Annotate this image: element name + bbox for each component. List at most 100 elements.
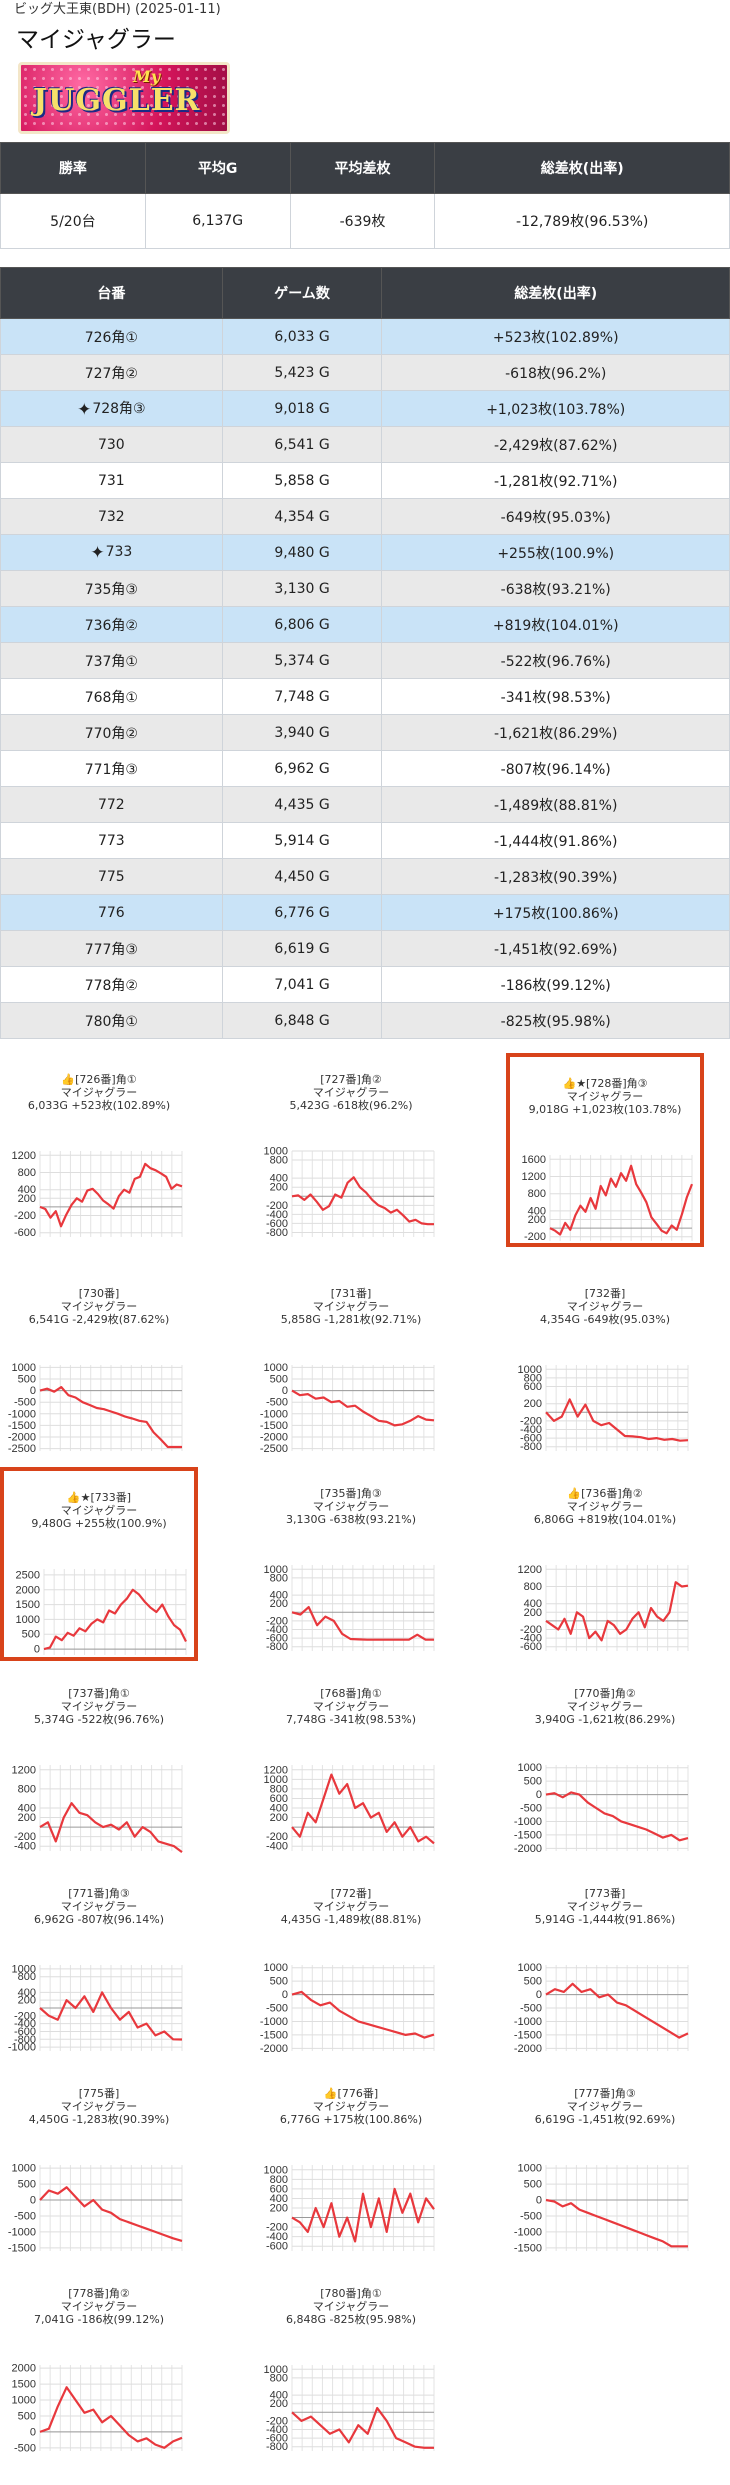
- series-line: [549, 1164, 694, 1236]
- machine-diff: -825枚(95.98%): [381, 1002, 730, 1039]
- table-row: 777角③ 6,619 G -1,451枚(92.69%): [0, 930, 730, 967]
- y-tick-label: 200: [270, 1812, 288, 1824]
- y-tick-label: -600: [520, 1641, 542, 1653]
- y-tick-label: 500: [524, 1776, 542, 1788]
- machine-number-label: 780角①: [84, 1013, 138, 1030]
- y-tick-label: 400: [528, 1205, 546, 1217]
- machine-diff: -1,451枚(92.69%): [381, 930, 730, 967]
- y-tick-label: 400: [270, 2390, 288, 2402]
- page-title: マイジャグラー: [16, 27, 176, 53]
- y-tick-label: -1000: [8, 2226, 36, 2238]
- machine-diff: -2,429枚(87.62%): [381, 426, 730, 463]
- y-tick-label: 1200: [12, 1764, 36, 1776]
- machine-games: 7,041 G: [221, 966, 383, 1003]
- y-tick-label: -600: [266, 1218, 288, 1230]
- machine-games: 6,806 G: [221, 606, 383, 643]
- machine-number: 727角②: [0, 354, 223, 391]
- chart-subtitle: マイジャグラー: [566, 1900, 644, 1913]
- y-tick-label: 400: [18, 1184, 36, 1196]
- machine-number-label: 771角③: [84, 761, 138, 778]
- y-tick-label: -400: [266, 1209, 288, 1221]
- y-tick-label: 600: [270, 1793, 288, 1805]
- machine-games: 6,848 G: [221, 1002, 383, 1039]
- y-tick-label: 200: [270, 1598, 288, 1610]
- y-tick-label: -200: [14, 1831, 36, 1843]
- y-tick-label: -2500: [8, 1443, 36, 1455]
- chart-title: 👍[736番]角②: [567, 1487, 643, 1500]
- machine-number-label: 730: [97, 436, 125, 453]
- y-tick-label: -500: [14, 1397, 36, 1409]
- y-tick-label: 800: [270, 1155, 288, 1167]
- sparkle-icon: ✦: [90, 542, 105, 563]
- machine-number: 780角①: [0, 1002, 223, 1039]
- y-tick-label: 0: [282, 1989, 288, 2001]
- y-tick-label: 400: [524, 1598, 542, 1610]
- y-tick-label: 2000: [16, 1584, 40, 1596]
- series-line: [545, 1398, 689, 1442]
- chart-title: 👍★[728番]角③: [562, 1077, 648, 1090]
- chart-subtitle: マイジャグラー: [60, 1900, 138, 1913]
- machine-diff: -1,621枚(86.29%): [381, 714, 730, 751]
- machine-number: 773: [0, 822, 223, 859]
- machine-chart-card: 👍[726番]角① マイジャグラー 6,033G +523枚(102.89%) 120…: [0, 1053, 198, 1247]
- y-tick-label: 200: [270, 2203, 288, 2215]
- machine-table: 台番 ゲーム数 総差枚(出率) 726角① 6,033 G +523枚(102.89…: [0, 267, 730, 1039]
- machine-number: 731: [0, 462, 223, 499]
- machine-number-label: 778角②: [84, 977, 138, 994]
- summary-table: 勝率 平均G 平均差枚 総差枚(出率) 5/20台 6,137G -639枚 -…: [0, 142, 730, 249]
- y-tick-label: 1500: [16, 1599, 40, 1611]
- y-tick-label: -500: [520, 1803, 542, 1815]
- machine-number-label: 770角②: [84, 725, 138, 742]
- y-tick-label: -2000: [260, 2043, 288, 2055]
- chart-stats: 5,374G -522枚(96.76%): [33, 1713, 164, 1726]
- y-tick-label: 1200: [522, 1171, 546, 1183]
- chart-title: [772番]: [330, 1887, 372, 1900]
- series-line: [545, 1791, 689, 1842]
- y-tick-label: 500: [18, 2410, 36, 2422]
- y-tick-label: -2000: [260, 1432, 288, 1444]
- machine-diff: +523枚(102.89%): [381, 318, 730, 355]
- y-tick-label: -1500: [260, 2029, 288, 2041]
- series-line: [39, 2186, 183, 2242]
- y-tick-label: 600: [524, 1381, 542, 1393]
- table-row: 772 4,435 G -1,489枚(88.81%): [0, 786, 730, 823]
- y-tick-label: -800: [266, 2441, 288, 2453]
- y-tick-label: -200: [266, 1200, 288, 1212]
- chart-title: [731番]: [330, 1287, 372, 1300]
- y-tick-label: 1000: [264, 1147, 288, 1158]
- series-line: [39, 1162, 183, 1228]
- machine-number-label: 736角②: [84, 617, 138, 634]
- y-tick-label: 500: [270, 1373, 288, 1385]
- y-tick-label: 1000: [264, 1962, 288, 1974]
- y-tick-label: -1500: [8, 2242, 36, 2254]
- y-tick-label: -2000: [514, 2043, 542, 2055]
- y-tick-label: 1000: [12, 1963, 36, 1975]
- chart-subtitle: マイジャグラー: [566, 1500, 644, 1513]
- y-tick-label: 800: [18, 1971, 36, 1983]
- machine-number: 778角②: [0, 966, 223, 1003]
- machine-diff: -638枚(93.21%): [381, 570, 730, 607]
- summary-header-winrate: 勝率: [0, 142, 146, 194]
- machine-chart-card: [732番] マイジャグラー 4,354G -649枚(95.03%) 1000 800…: [506, 1267, 704, 1461]
- y-tick-label: 400: [18, 1987, 36, 1999]
- y-tick-label: 1200: [264, 1764, 288, 1776]
- summary-header-total-diff: 総差枚(出率): [434, 142, 730, 194]
- machine-diff: -186枚(99.12%): [381, 966, 730, 1003]
- machine-games: 5,858 G: [221, 462, 383, 499]
- table-row: ✦733 9,480 G +255枚(100.9%): [0, 534, 730, 571]
- y-tick-label: -1500: [260, 1420, 288, 1432]
- table-row: 776 6,776 G +175枚(100.86%): [0, 894, 730, 931]
- y-tick-label: -1000: [514, 1816, 542, 1828]
- machine-number: 730: [0, 426, 223, 463]
- machine-games: 9,480 G: [221, 534, 383, 571]
- y-tick-label: -500: [14, 2442, 36, 2454]
- chart-title: [775番]: [78, 2087, 120, 2100]
- chart-subtitle: マイジャグラー: [312, 1086, 390, 1099]
- series-line: [291, 1389, 435, 1427]
- chart-stats: 9,480G +255枚(100.9%): [31, 1517, 167, 1530]
